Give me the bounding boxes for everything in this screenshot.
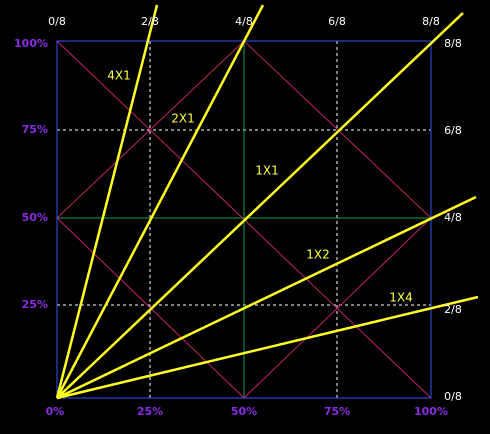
left-label: 50% xyxy=(22,211,48,224)
fan-label: 1X2 xyxy=(306,248,330,262)
right-label: 6/8 xyxy=(444,124,462,137)
left-label: 100% xyxy=(14,37,48,50)
fan-lines xyxy=(55,4,479,400)
top-label: 2/8 xyxy=(141,15,159,28)
top-label: 0/8 xyxy=(48,15,66,28)
right-label: 4/8 xyxy=(444,211,462,224)
bottom-label: 100% xyxy=(414,405,448,418)
bottom-label: 75% xyxy=(324,405,350,418)
right-label: 8/8 xyxy=(444,37,462,50)
right-label: 0/8 xyxy=(444,390,462,403)
left-label: 25% xyxy=(22,298,48,311)
left-label: 75% xyxy=(22,123,48,136)
fan-label: 1X4 xyxy=(389,291,413,305)
fan-label: 4X1 xyxy=(107,69,131,83)
bottom-label: 25% xyxy=(137,405,163,418)
bottom-label: 50% xyxy=(231,405,257,418)
bottom-label: 0% xyxy=(46,405,65,418)
fan-label: 1X1 xyxy=(255,164,279,178)
top-label: 4/8 xyxy=(235,15,253,28)
right-label: 2/8 xyxy=(444,303,462,316)
top-label: 6/8 xyxy=(328,15,346,28)
fan-label: 2X1 xyxy=(171,112,195,126)
top-label: 8/8 xyxy=(422,15,440,28)
